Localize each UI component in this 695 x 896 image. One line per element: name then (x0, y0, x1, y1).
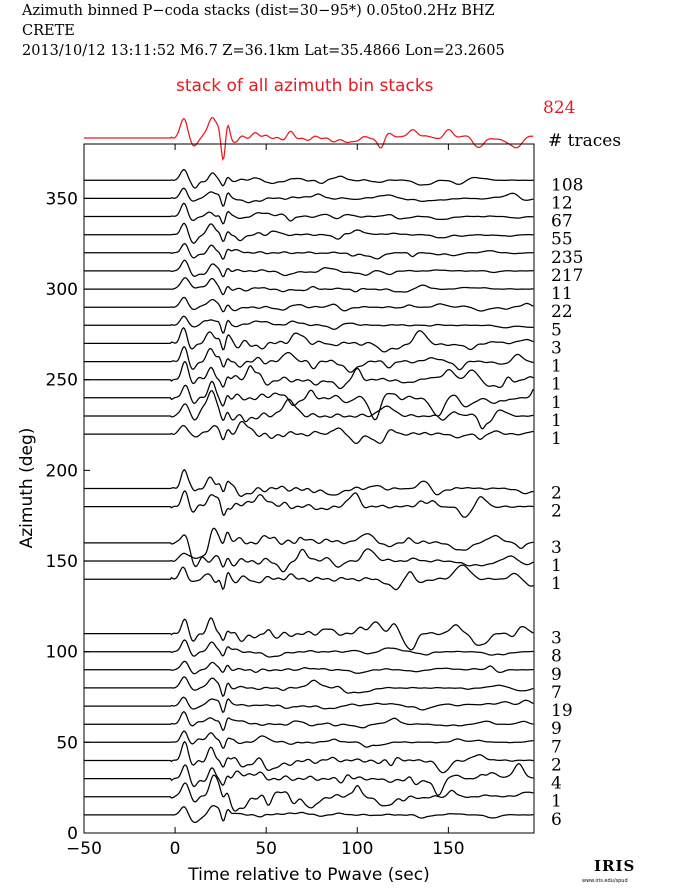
azimuth-trace (84, 730, 534, 749)
y-tick-label: 200 (46, 461, 78, 481)
trace-count: 1 (551, 574, 562, 594)
azimuth-trace (84, 469, 534, 497)
azimuth-trace (84, 490, 534, 518)
azimuth-trace (84, 326, 534, 353)
trace-count: 235 (551, 248, 583, 268)
azimuth-trace (84, 805, 534, 824)
trace-count: 55 (551, 230, 573, 250)
x-tick-label: 0 (170, 839, 181, 859)
azimuth-trace (84, 296, 534, 313)
y-tick-label: 300 (46, 280, 78, 300)
azimuth-trace (84, 380, 534, 421)
trace-count: 7 (551, 737, 562, 757)
azimuth-trace (84, 711, 534, 732)
trace-count: 2 (551, 755, 562, 775)
trace-count: 2 (551, 484, 562, 504)
trace-count: 217 (551, 266, 583, 286)
trace-count: 22 (551, 302, 573, 322)
azimuth-trace (84, 740, 534, 774)
azimuth-trace (84, 346, 534, 373)
azimuth-trace (84, 277, 534, 296)
azimuth-trace (84, 617, 534, 651)
header-line-3: 2013/10/12 13:11:52 M6.7 Z=36.1km Lat=35… (22, 43, 505, 59)
azimuth-trace (84, 187, 534, 207)
azimuth-trace (84, 676, 534, 698)
y-axis-label: Azimuth (deg) (17, 428, 37, 549)
trace-count: 4 (551, 774, 562, 794)
top-stack-label: stack of all azimuth bin stacks (176, 76, 434, 96)
traces-column-header: # traces (548, 131, 621, 151)
trace-count: 11 (551, 284, 573, 304)
trace-count: 1 (551, 429, 562, 449)
azimuth-trace (84, 389, 534, 430)
trace-count: 7 (551, 683, 562, 703)
azimuth-trace (84, 639, 534, 658)
azimuth-trace (84, 527, 534, 568)
trace-count: 9 (551, 665, 562, 685)
azimuth-trace (84, 168, 534, 189)
trace-count: 3 (551, 629, 562, 649)
trace-count: 3 (551, 538, 562, 558)
trace-count: 9 (551, 719, 562, 739)
azimuth-trace (84, 259, 534, 278)
azimuth-trace (84, 202, 534, 225)
azimuth-trace (84, 548, 534, 573)
x-tick-label: 150 (432, 839, 464, 859)
trace-count: 12 (551, 193, 573, 213)
azimuth-trace (84, 763, 534, 796)
iris-logo: IRIS www.iris.edu/spud (582, 857, 635, 884)
y-tick-label: 100 (46, 643, 78, 663)
y-tick-label: 50 (56, 733, 78, 753)
azimuth-trace (84, 564, 534, 591)
trace-count: 108 (551, 175, 583, 195)
azimuth-trace (84, 420, 534, 445)
trace-count: 8 (551, 647, 562, 667)
trace-count: 1 (551, 556, 562, 576)
trace-count: 1 (551, 393, 562, 413)
top-stack-trace (84, 117, 534, 162)
y-tick-label: 150 (46, 552, 78, 572)
logo-text: IRIS (594, 857, 635, 875)
trace-count: 2 (551, 502, 562, 522)
header-line-1: Azimuth binned P−coda stacks (dist=30−95… (21, 3, 495, 19)
azimuth-trace (84, 242, 534, 261)
azimuth-traces (84, 168, 534, 824)
y-tick-label: 250 (46, 371, 78, 391)
logo-subtext: www.iris.edu/spud (582, 878, 628, 884)
y-tick-label: 0 (67, 824, 78, 844)
trace-count: 3 (551, 338, 562, 358)
trace-count: 6 (551, 810, 562, 830)
header-line-2: CRETE (22, 23, 75, 39)
trace-count: 1 (551, 792, 562, 812)
trace-count: 1 (551, 375, 562, 395)
x-tick-label: 50 (255, 839, 277, 859)
trace-count: 5 (551, 320, 562, 340)
azimuth-trace (84, 774, 534, 812)
trace-counts: 1081267552352171122531111122311389719972… (551, 175, 583, 830)
x-tick-label: −50 (66, 839, 102, 859)
azimuth-trace (84, 660, 534, 675)
x-axis-label: Time relative to Pwave (sec) (187, 865, 429, 885)
trace-count: 67 (551, 212, 573, 232)
azimuth-trace (84, 222, 534, 244)
trace-count: 1 (551, 357, 562, 377)
top-stack-count: 824 (543, 98, 575, 118)
trace-count: 19 (551, 701, 573, 721)
azimuth-trace (84, 696, 534, 714)
y-tick-label: 350 (46, 189, 78, 209)
x-tick-label: 100 (341, 839, 373, 859)
azimuth-trace (84, 315, 534, 334)
azimuth-trace (84, 360, 534, 390)
trace-count: 1 (551, 411, 562, 431)
